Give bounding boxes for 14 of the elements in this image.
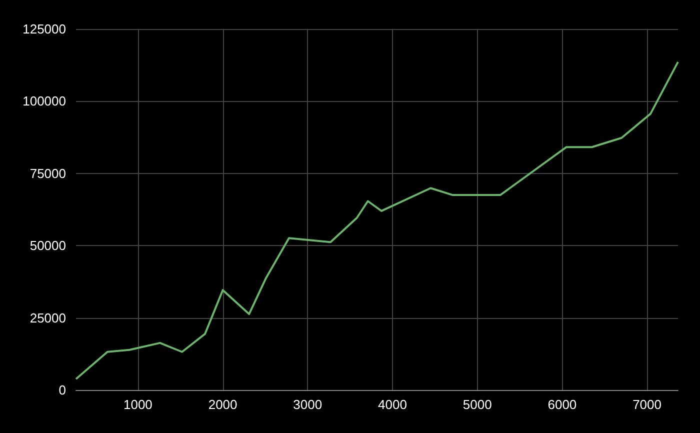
line-series [75,60,679,380]
x-tick-label: 3000 [293,397,322,412]
y-tick-label: 50000 [30,238,66,254]
y-tick-label: 0 [58,382,66,398]
x-tick-label: 7000 [632,397,662,412]
x-tick-label: 4000 [378,397,407,412]
y-tick-label: 100000 [22,94,66,109]
x-tick-label: 6000 [548,397,577,412]
y-tick-label: 75000 [30,166,66,181]
y-tick-label: 25000 [30,310,66,326]
x-tick-label: 5000 [462,397,492,412]
x-tick-label: 1000 [123,397,152,412]
y-tick-label: 125000 [22,22,66,36]
x-tick-label: 2000 [208,397,238,412]
